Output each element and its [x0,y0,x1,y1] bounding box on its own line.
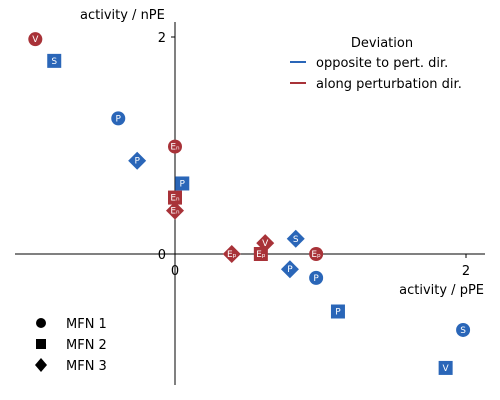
point-label: S [293,235,299,245]
x-axis-label: activity / pPE [399,283,484,298]
marker-legend: MFN 1 MFN 2 MFN 3 [35,317,107,374]
data-point: S [47,53,62,68]
point-label: P [313,274,319,284]
point-label: V [262,239,269,249]
square-marker [47,53,62,68]
point-label: Eₙ [170,207,180,217]
point-label: V [443,364,450,374]
data-point: S [286,229,305,248]
point-label: Eₚ [227,250,237,260]
legend-circle-marker [36,318,46,328]
point-label: Eₚ [256,250,266,260]
point-label: P [180,179,186,189]
circle-marker [309,247,324,261]
x-tick-label: 0 [171,264,179,279]
point-label: Eₙ [170,143,180,153]
data-point: P [128,151,147,170]
diamond-marker [222,245,241,263]
x-tick-label: 2 [462,264,470,279]
legend-title: Deviation [351,36,413,51]
point-label: S [460,326,466,336]
square-marker [175,176,190,191]
point-label: P [134,157,140,167]
y-tick-label: 0 [158,248,166,263]
legend-label-mfn3: MFN 3 [66,359,107,374]
data-point: P [175,176,190,191]
point-label: Eₚ [311,250,321,260]
diamond-marker [166,201,184,220]
point-label: P [116,114,122,124]
data-point: P [111,111,126,126]
data-point: Eₙ [166,201,184,220]
square-marker [330,304,345,319]
data-point: P [309,270,324,285]
circle-marker [28,32,43,47]
data-point: V [256,234,275,253]
circle-marker [111,111,126,126]
diamond-marker [280,260,299,279]
legend-label-opposite: opposite to pert. dir. [316,56,448,71]
point-label: P [287,265,293,275]
diamond-marker [128,151,147,170]
ticks: 0 2 0 2 [158,31,470,279]
circle-marker [456,322,471,337]
data-point: Eₙ [168,139,182,154]
data-point: P [330,304,345,319]
data-point: Eₙ [168,190,182,205]
diamond-marker [286,229,305,248]
data-point: Eₚ [222,245,241,263]
legend-label-mfn2: MFN 2 [66,338,107,353]
diamond-marker [256,234,275,253]
data-point: S [456,322,471,337]
legend-label-mfn1: MFN 1 [66,317,107,332]
y-tick-label: 2 [158,31,166,46]
y-axis-label: activity / nPE [80,8,165,23]
point-label: V [32,35,39,45]
data-point: Eₚ [309,247,324,261]
data-point: P [280,260,299,279]
legend-square-marker [36,339,46,349]
data-point: V [28,32,43,47]
data-point: V [438,360,453,375]
color-legend: Deviation opposite to pert. dir. along p… [290,36,462,92]
point-label: S [51,57,57,67]
legend-diamond-marker [35,358,47,372]
legend-label-along: along perturbation dir. [316,77,462,92]
point-label: P [335,308,341,318]
circle-marker [309,270,324,285]
square-marker [438,360,453,375]
circle-marker [168,139,182,154]
point-label: Eₙ [170,194,180,204]
square-marker [168,190,182,205]
